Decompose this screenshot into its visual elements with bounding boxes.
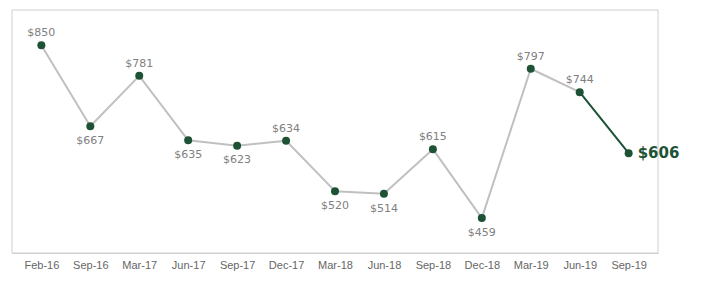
data-label: $781 — [125, 57, 153, 70]
marker — [37, 41, 45, 49]
x-tick: Jun-18 — [368, 259, 402, 271]
x-tick: Sep-19 — [611, 259, 646, 271]
x-tick: Sep-18 — [416, 259, 451, 271]
x-tick-label: Jun-19 — [563, 259, 597, 271]
x-axis-line — [13, 253, 659, 254]
chart: Feb-16 Sep-16 Mar-17 Jun-17 Sep-17 Dec-17 Mar-… — [0, 0, 706, 283]
plot: Feb-16 Sep-16 Mar-17 Jun-17 Sep-17 Dec-17 Mar-… — [12, 10, 679, 271]
x-tick: Feb-16 — [24, 259, 59, 271]
marker — [86, 122, 94, 130]
x-tick-label: Sep-17 — [220, 259, 255, 271]
line-highlight — [580, 92, 629, 153]
x-tick-label: Sep-19 — [611, 259, 646, 271]
marker — [527, 65, 535, 73]
marker — [233, 142, 241, 150]
marker — [135, 72, 143, 80]
marker — [429, 145, 437, 153]
x-tick: Mar-17 — [122, 259, 157, 271]
data-label: $459 — [468, 226, 496, 239]
data-label: $667 — [76, 134, 104, 147]
x-tick-label: Mar-19 — [514, 259, 549, 271]
plot-frame — [12, 10, 658, 253]
x-tick: Mar-19 — [514, 259, 549, 271]
x-tick: Dec-18 — [465, 259, 500, 271]
x-tick-label: Sep-18 — [416, 259, 451, 271]
x-tick-label: Dec-18 — [465, 259, 500, 271]
x-tick: Dec-17 — [269, 259, 304, 271]
x-tick-label: Dec-17 — [269, 259, 304, 271]
marker — [282, 137, 290, 145]
data-labels: $850 $667 $781 $635 $623 $634 $520 $514 $615 $459… — [27, 26, 679, 239]
data-label: $797 — [517, 50, 545, 63]
data-label: $635 — [174, 148, 202, 161]
marker — [380, 190, 388, 198]
x-tick: Sep-17 — [220, 259, 255, 271]
data-label: $615 — [419, 130, 447, 143]
data-label: $744 — [566, 73, 594, 86]
line — [41, 45, 579, 218]
data-label: $514 — [370, 202, 398, 215]
x-tick-label: Jun-17 — [172, 259, 206, 271]
x-axis: Feb-16 Sep-16 Mar-17 Jun-17 Sep-17 Dec-17 Mar-… — [13, 254, 659, 271]
marker — [625, 149, 633, 157]
x-tick-label: Jun-18 — [368, 259, 402, 271]
data-label: $606 — [638, 144, 680, 162]
data-label: $850 — [27, 26, 55, 39]
marker — [576, 88, 584, 96]
x-tick: Jun-17 — [172, 259, 206, 271]
x-tick-label: Mar-17 — [122, 259, 157, 271]
data-label: $623 — [223, 153, 251, 166]
marker — [478, 214, 486, 222]
marks — [37, 41, 632, 222]
x-tick-label: Mar-18 — [318, 259, 353, 271]
x-tick: Jun-19 — [563, 259, 597, 271]
x-tick: Mar-18 — [318, 259, 353, 271]
data-label: $634 — [272, 122, 300, 135]
data-label: $520 — [321, 199, 349, 212]
marker — [184, 136, 192, 144]
x-tick-label: Feb-16 — [24, 259, 59, 271]
x-tick-label: Sep-16 — [73, 259, 108, 271]
x-tick: Sep-16 — [73, 259, 108, 271]
marker — [331, 187, 339, 195]
